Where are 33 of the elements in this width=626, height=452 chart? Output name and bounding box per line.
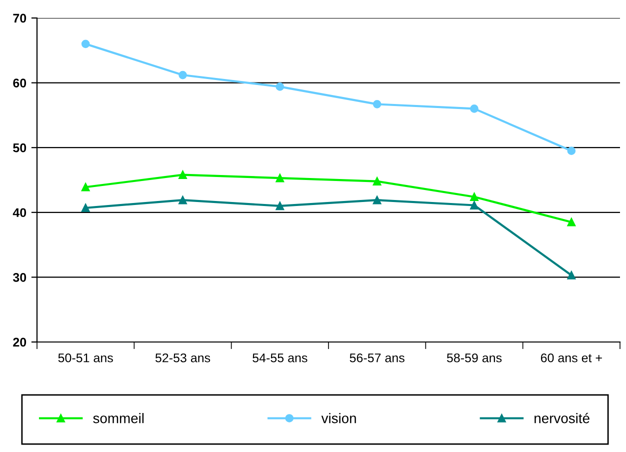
point bbox=[372, 100, 382, 108]
y-tick-label: 20 bbox=[13, 338, 26, 347]
point bbox=[81, 204, 90, 212]
point bbox=[276, 202, 284, 210]
x-tick-label: 52-53 ans bbox=[155, 353, 210, 362]
x-tick-label: 54-55 ans bbox=[252, 354, 308, 362]
y-tick-label: 60 bbox=[13, 78, 26, 88]
point bbox=[567, 271, 576, 280]
point bbox=[178, 170, 187, 179]
point bbox=[81, 182, 90, 192]
point bbox=[372, 177, 382, 186]
x-tick-label: 50-51 ans bbox=[58, 353, 113, 362]
y-tick-label: 40 bbox=[12, 208, 26, 218]
y-tick-label: 30 bbox=[12, 273, 26, 282]
point bbox=[470, 192, 478, 202]
point bbox=[567, 146, 576, 156]
point bbox=[276, 174, 284, 182]
point bbox=[567, 218, 576, 226]
x-tick-label: 56-57 ans bbox=[350, 353, 404, 362]
legend-label: sommeil bbox=[93, 413, 144, 424]
point bbox=[178, 196, 187, 204]
legend-label: nervosité bbox=[534, 412, 590, 424]
point bbox=[470, 104, 478, 113]
point bbox=[372, 196, 382, 204]
point bbox=[178, 70, 187, 80]
point bbox=[81, 40, 90, 48]
legend-label: vision bbox=[321, 413, 356, 424]
x-tick-label: 60 ans et + bbox=[540, 353, 602, 362]
x-tick-label: 58-59 ans bbox=[446, 353, 502, 362]
y-tick-label: 50 bbox=[13, 143, 26, 152]
point bbox=[276, 82, 284, 91]
point bbox=[470, 201, 478, 210]
y-tick-label: 70 bbox=[13, 14, 26, 23]
